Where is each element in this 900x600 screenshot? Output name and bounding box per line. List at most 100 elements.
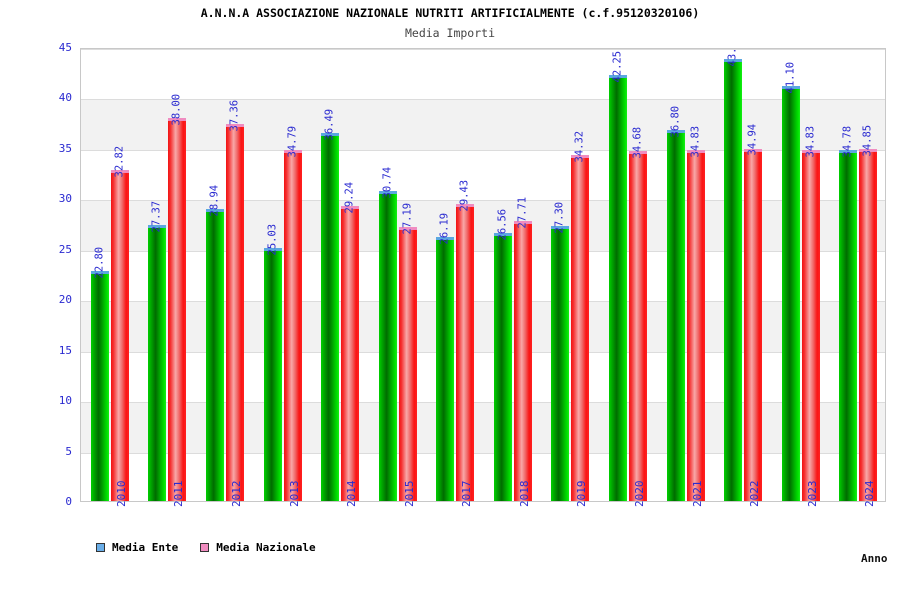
bar[interactable] [608,74,627,501]
bar[interactable] [513,221,532,501]
bar[interactable] [341,206,360,501]
bar-value-label: 36.80 [669,105,681,138]
bar-cap [571,154,590,158]
bar-value-label: 34.78 [841,125,854,158]
bar-value-label: 34.79 [286,125,298,158]
bar[interactable] [148,224,167,501]
legend-item[interactable]: Media Nazionale [200,541,316,554]
bar[interactable] [571,154,590,501]
bar-body [378,193,397,501]
bar-cap [341,206,360,210]
gridline [81,402,885,404]
bar-body [436,239,455,501]
bar-value-label: 22.80 [93,246,106,279]
bar[interactable] [398,226,417,501]
bar[interactable] [436,236,455,501]
bar-cap [263,248,282,252]
bar[interactable] [205,209,224,501]
bar-body [513,224,532,501]
bar-body [666,132,685,501]
x-tick-label: 2018 [517,480,531,508]
gridline [81,250,885,252]
bar[interactable] [686,149,705,501]
x-tick-label: 2010 [114,480,128,508]
bar-cap [859,149,878,153]
bar[interactable] [628,151,647,501]
x-tick-label: 2023 [805,480,819,508]
x-tick-label: 2014 [345,480,359,508]
bar-value-label: 27.71 [516,197,529,229]
bar-cap [436,236,455,240]
bar[interactable] [110,169,129,501]
bar[interactable] [744,148,763,501]
bar-body [225,127,244,501]
background-band [81,402,885,453]
x-tick-label: 2021 [690,480,704,508]
y-tick-label: 30 [58,192,72,206]
bar-body [493,236,512,501]
bar-value-label: 38.00 [170,93,183,126]
bar-body [321,135,340,501]
bar-cap [456,204,475,208]
y-tick-label: 40 [58,91,72,105]
bar-value-label: 34.68 [631,127,644,159]
x-tick-label: 2017 [460,480,474,508]
gridline [81,301,885,303]
legend-item[interactable]: Media Ente [96,541,178,554]
chart-title: A.N.N.A ASSOCIAZIONE NAZIONALE NUTRITI A… [200,6,700,20]
bar-body [781,89,800,501]
bar-body [859,152,878,501]
bar-body [456,207,475,501]
bar-value-label: 42.25 [611,50,624,83]
legend-label: Media Ente [112,541,179,554]
bar[interactable] [90,270,109,501]
x-tick-label: 2011 [172,480,186,508]
y-tick-label: 20 [58,293,72,307]
bar-body [148,227,167,501]
bar[interactable] [551,225,570,501]
bar-body [205,212,224,501]
bar-value-label: 28.94 [208,184,221,217]
gridline [81,149,885,151]
bar-body [551,228,570,501]
bar[interactable] [321,132,340,501]
bar[interactable] [225,124,244,501]
bar-value-label: 27.37 [150,200,163,233]
bar-body [628,154,647,501]
legend-swatch [200,543,210,552]
bar-value-label: 34.85 [861,125,874,157]
bar-cap [513,221,532,225]
background-band [81,99,885,150]
bar-cap [110,169,129,173]
bar-cap [378,190,397,194]
bar[interactable] [666,129,685,501]
bar-cap [666,129,685,133]
bar-cap [686,149,705,153]
x-tick-label: 2020 [632,480,646,508]
bar[interactable] [283,150,302,501]
bar[interactable] [263,248,282,501]
bar[interactable] [456,204,475,501]
bar-body [283,153,302,501]
bar-body [686,152,705,501]
bar-body [724,62,743,501]
bar[interactable] [781,86,800,501]
y-tick-label: 25 [58,242,72,256]
bar-cap [493,233,512,237]
bar-value-label: 43.79 [726,48,739,67]
bar[interactable] [724,59,743,501]
bar-body [744,151,763,501]
bar[interactable] [801,149,820,501]
bar[interactable] [839,150,858,501]
bar-value-label: 34.83 [804,125,817,158]
bar[interactable] [378,190,397,501]
bar[interactable] [493,233,512,501]
bar[interactable] [859,149,878,501]
y-tick-label: 5 [65,444,72,458]
bar[interactable] [168,117,187,501]
bar-cap [283,150,302,154]
gridline [81,99,885,101]
background-band [81,200,885,251]
bar-body [571,157,590,501]
